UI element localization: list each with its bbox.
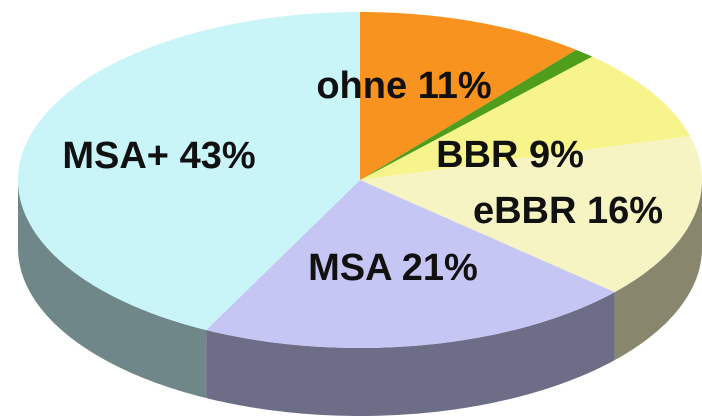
slice-value: 16% [587, 190, 663, 232]
slice-label: MSA+ 43% [62, 135, 255, 177]
slice-name: MSA+ [62, 135, 169, 177]
slice-value: 11% [418, 65, 492, 107]
pie-side [206, 292, 615, 416]
pie-slice [360, 12, 577, 180]
pie-side [614, 180, 702, 361]
pie-slice [360, 49, 593, 180]
slice-label: MSA 21% [308, 247, 478, 289]
pie-slice [360, 136, 702, 293]
slice-name: MSA [308, 247, 392, 289]
slice-value: 9% [529, 134, 584, 176]
slice-name: eBBR [473, 190, 576, 232]
pie-slice [18, 12, 360, 331]
slice-name: BBR [436, 134, 518, 176]
slice-name: ohne [316, 65, 407, 107]
pie-slice [360, 56, 691, 181]
slice-value: 43% [180, 135, 256, 177]
slice-label: ohne 11% [316, 65, 491, 107]
pie-side [18, 180, 207, 399]
slice-label: BBR 9% [436, 134, 584, 176]
slice-label: eBBR 16% [473, 190, 663, 232]
slice-value: 21% [402, 247, 478, 289]
pie-slice [206, 180, 615, 348]
